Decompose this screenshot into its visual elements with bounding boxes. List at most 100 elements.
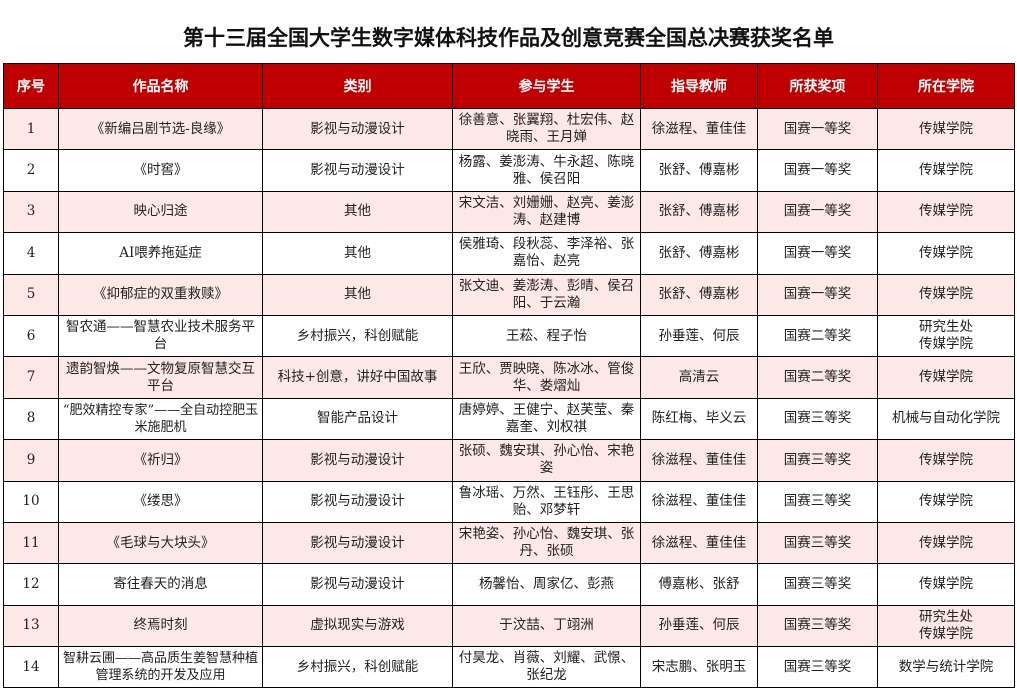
header-col-award: 所获奖项: [757, 63, 878, 109]
col-students: 付昊龙、肖薇、刘耀、武憬、张纪龙: [452, 646, 641, 688]
col-work-title: 映心归途: [58, 190, 263, 234]
col-index: 7: [3, 356, 59, 399]
col-index: 8: [3, 397, 59, 441]
col-award: 国赛三等奖: [757, 439, 878, 482]
col-index: 11: [3, 521, 59, 565]
col-students: 鲁冰瑶、万然、王钰彤、王思贻、邓梦轩: [452, 480, 641, 523]
col-index: 9: [3, 439, 59, 482]
col-advisors: 宋志鹏、张明玉: [640, 646, 758, 688]
col-work-title: 《毛球与大块头》: [58, 521, 263, 565]
col-students: 宋艳姿、孙心怡、魏安琪、张丹、张硕: [452, 521, 641, 565]
col-college: 传媒学院: [877, 480, 1015, 523]
col-index: 13: [3, 604, 59, 648]
col-college: 传媒学院: [877, 107, 1015, 151]
col-index: 4: [3, 232, 59, 275]
col-college: 传媒学院: [877, 439, 1015, 482]
col-advisors: 孙垂莲、何辰: [640, 604, 758, 648]
col-index: 12: [3, 563, 59, 606]
col-award: 国赛一等奖: [757, 149, 878, 192]
col-students: 张文迪、姜澎涛、彭晴、侯召阳、于云瀚: [452, 273, 641, 316]
col-category: 其他: [262, 232, 453, 275]
table-row: 4 AI喂养拖延症 其他 侯雅琦、段秋蕊、李泽裕、张嘉怡、赵亮 张舒、傅嘉彬 国赛一等奖传…: [3, 232, 1015, 275]
page-title: 第十三届全国大学生数字媒体科技作品及创意竞赛全国总决赛获奖名单: [183, 26, 834, 50]
table-row: 8 “肥效精控专家”——全自动控肥玉米施肥机 智能产品设计 唐婷婷、王健宁、赵芙莹、秦…: [3, 397, 1015, 441]
col-work-title: 《抑郁症的双重救赎》: [58, 273, 263, 316]
col-category: 乡村振兴，科创赋能: [262, 314, 453, 358]
table-row: 14 智耕云圃——高品质生姜智慧种植管理系统的开发及应用 乡村振兴，科创赋能 付昊龙、…: [3, 646, 1015, 688]
col-award: 国赛三等奖: [757, 563, 878, 606]
col-college: 机械与自动化学院: [877, 397, 1015, 441]
col-index: 5: [3, 273, 59, 316]
col-award: 国赛三等奖: [757, 397, 878, 441]
col-award: 国赛二等奖: [757, 314, 878, 358]
col-work-title: AI喂养拖延症: [58, 232, 263, 275]
col-index: 6: [3, 314, 59, 358]
header-col-index: 序号: [3, 63, 59, 109]
col-work-title: 遗韵智焕——文物复原智慧交互平台: [58, 356, 263, 399]
col-award: 国赛一等奖: [757, 232, 878, 275]
col-award: 国赛一等奖: [757, 190, 878, 234]
table-row: 9 《祈归》 影视与动漫设计 张硕、魏安琪、孙心怡、宋艳姿 徐滋程、董佳佳 国赛三等奖 传媒…: [3, 439, 1015, 482]
col-college: 传媒学院: [877, 521, 1015, 565]
col-category: 其他: [262, 273, 453, 316]
col-category: 科技+创意，讲好中国故事: [262, 356, 453, 399]
table-row: 10 《缕思》 影视与动漫设计 鲁冰瑶、万然、王钰彤、王思贻、邓梦轩 徐滋程、董佳佳 国赛…: [3, 480, 1015, 523]
col-award: 国赛三等奖: [757, 646, 878, 688]
col-category: 影视与动漫设计: [262, 563, 453, 606]
awards-table: 序号 作品名称 类别 参与学生 指导教师 所获奖项 所在学院 1 《新编吕剧节选-良缘》 影视与…: [3, 63, 1015, 688]
col-advisors: 高清云: [640, 356, 758, 399]
col-work-title: 寄往春天的消息: [58, 563, 263, 606]
col-advisors: 张舒、傅嘉彬: [640, 273, 758, 316]
col-advisors: 张舒、傅嘉彬: [640, 190, 758, 234]
table-row: 11 《毛球与大块头》 影视与动漫设计 宋艳姿、孙心怡、魏安琪、张丹、张硕 徐滋程、董佳…: [3, 521, 1015, 565]
col-category: 影视与动漫设计: [262, 107, 453, 151]
col-award: 国赛三等奖: [757, 480, 878, 523]
col-work-title: 《新编吕剧节选-良缘》: [58, 107, 263, 151]
col-students: 侯雅琦、段秋蕊、李泽裕、张嘉怡、赵亮: [452, 232, 641, 275]
header-col-students: 参与学生: [452, 63, 641, 109]
col-category: 影视与动漫设计: [262, 439, 453, 482]
table-header-row: 序号 作品名称 类别 参与学生 指导教师 所获奖项 所在学院: [3, 63, 1015, 109]
table-row: 13 终焉时刻 虚拟现实与游戏 于汶喆、丁翊洲 孙垂莲、何辰 国赛三等奖 研究生处 传媒学院: [3, 604, 1015, 648]
col-students: 宋文洁、刘姗姗、赵亮、姜澎涛、赵建博: [452, 190, 641, 234]
header-col-category: 类别: [262, 63, 453, 109]
col-advisors: 徐滋程、董佳佳: [640, 439, 758, 482]
header-col-work-title: 作品名称: [58, 63, 263, 109]
col-award: 国赛三等奖: [757, 521, 878, 565]
col-college: 传媒学院: [877, 273, 1015, 316]
col-work-title: 《祈归》: [58, 439, 263, 482]
col-category: 影视与动漫设计: [262, 480, 453, 523]
col-students: 张硕、魏安琪、孙心怡、宋艳姿: [452, 439, 641, 482]
col-award: 国赛三等奖: [757, 604, 878, 648]
col-category: 影视与动漫设计: [262, 149, 453, 192]
col-work-title: “肥效精控专家”——全自动控肥玉米施肥机: [58, 397, 263, 441]
col-students: 王欣、贾映晓、陈冰冰、管俊华、娄熠灿: [452, 356, 641, 399]
table-row: 3 映心归途 其他 宋文洁、刘姗姗、赵亮、姜澎涛、赵建博 张舒、傅嘉彬 国赛一等奖 传媒学院: [3, 190, 1015, 234]
col-category: 其他: [262, 190, 453, 234]
table-row: 6 智农通——智慧农业技术服务平台 乡村振兴，科创赋能 王菘、程子怡 孙垂莲、何辰 国赛二…: [3, 314, 1015, 358]
col-award: 国赛一等奖: [757, 107, 878, 151]
header-col-college: 所在学院: [877, 63, 1015, 109]
col-college: 传媒学院: [877, 232, 1015, 275]
col-students: 杨露、姜澎涛、牛永超、陈晓雅、侯召阳: [452, 149, 641, 192]
col-college: 传媒学院: [877, 563, 1015, 606]
col-index: 14: [3, 646, 59, 688]
col-work-title: 智农通——智慧农业技术服务平台: [58, 314, 263, 358]
col-advisors: 陈红梅、毕义云: [640, 397, 758, 441]
col-index: 2: [3, 149, 59, 192]
col-work-title: 《时窖》: [58, 149, 263, 192]
col-students: 杨馨怡、周家亿、彭燕: [452, 563, 641, 606]
col-advisors: 傅嘉彬、张舒: [640, 563, 758, 606]
header-col-advisors: 指导教师: [640, 63, 758, 109]
col-college: 传媒学院: [877, 356, 1015, 399]
col-college: 传媒学院: [877, 190, 1015, 234]
col-advisors: 徐滋程、董佳佳: [640, 480, 758, 523]
col-index: 3: [3, 190, 59, 234]
col-award: 国赛二等奖: [757, 356, 878, 399]
col-advisors: 徐滋程、董佳佳: [640, 107, 758, 151]
col-students: 唐婷婷、王健宁、赵芙莹、秦嘉奎、刘权祺: [452, 397, 641, 441]
col-college: 传媒学院: [877, 149, 1015, 192]
table-row: 5 《抑郁症的双重救赎》 其他 张文迪、姜澎涛、彭晴、侯召阳、于云瀚 张舒、傅嘉彬 国赛一…: [3, 273, 1015, 316]
col-work-title: 智耕云圃——高品质生姜智慧种植管理系统的开发及应用: [58, 646, 263, 688]
table-row: 7 遗韵智焕——文物复原智慧交互平台 科技+创意，讲好中国故事 王欣、贾映晓、陈冰冰、…: [3, 356, 1015, 399]
